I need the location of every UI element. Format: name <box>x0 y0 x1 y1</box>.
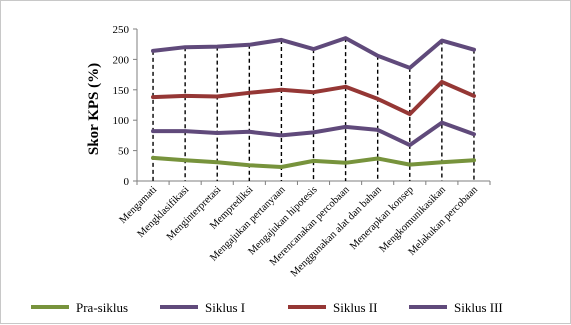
data-point <box>376 129 379 131</box>
data-point <box>344 85 347 88</box>
data-point <box>248 44 251 46</box>
data-point <box>473 133 475 135</box>
legend-label: Pra-siklus <box>76 300 128 315</box>
data-point <box>473 48 475 51</box>
x-tick-labels: MengamatiMengklasifikasiMenginterpretasi… <box>118 184 481 280</box>
data-point <box>216 161 219 163</box>
legend-label: Siklus II <box>333 300 377 315</box>
legend-label: Siklus I <box>205 300 245 315</box>
data-point <box>408 113 411 115</box>
data-point <box>473 159 475 162</box>
data-point <box>184 159 186 162</box>
data-point <box>280 166 283 168</box>
data-point <box>344 126 347 128</box>
data-point <box>473 95 475 97</box>
legend: Pra-siklus Siklus I Siklus II Siklus III <box>31 300 503 315</box>
data-point <box>408 163 411 166</box>
data-point <box>248 130 251 133</box>
legend-label: Siklus III <box>454 300 503 315</box>
drop-lines <box>152 38 475 181</box>
data-point <box>376 98 379 100</box>
data-point <box>312 91 315 94</box>
data-point <box>312 131 315 134</box>
data-point <box>152 157 154 159</box>
data-point <box>312 160 315 162</box>
data-point <box>441 39 443 42</box>
data-point <box>184 95 186 97</box>
y-tick-label: 150 <box>113 85 130 97</box>
data-point <box>376 157 379 160</box>
data-point <box>408 144 411 146</box>
data-point <box>248 164 251 166</box>
axes: 0 50 100 150 200 250 <box>113 24 491 188</box>
y-tick-label: 0 <box>124 176 130 188</box>
data-point <box>216 132 219 134</box>
data-point <box>280 89 283 91</box>
y-tick-label: 200 <box>113 54 130 66</box>
data-point <box>184 130 186 132</box>
y-axis-title: Skor KPS (%) <box>86 63 102 155</box>
data-point <box>441 161 443 163</box>
data-point <box>441 81 443 83</box>
data-point <box>216 95 219 98</box>
data-point <box>216 45 219 48</box>
data-point <box>441 121 443 124</box>
y-tick-label: 50 <box>118 146 130 158</box>
y-tick-label: 100 <box>113 115 130 127</box>
data-point <box>344 37 347 39</box>
data-point <box>280 39 283 41</box>
data-point <box>280 134 283 137</box>
series-line <box>151 155 476 169</box>
data-point <box>248 92 251 94</box>
data-point <box>152 96 154 98</box>
series-lines <box>151 36 476 169</box>
data-point <box>152 130 154 132</box>
data-point <box>376 54 379 57</box>
data-point <box>152 50 154 52</box>
y-tick-label: 250 <box>113 24 130 36</box>
data-point <box>344 161 347 164</box>
data-point <box>312 48 315 50</box>
data-point <box>408 67 411 69</box>
data-point <box>184 46 186 49</box>
